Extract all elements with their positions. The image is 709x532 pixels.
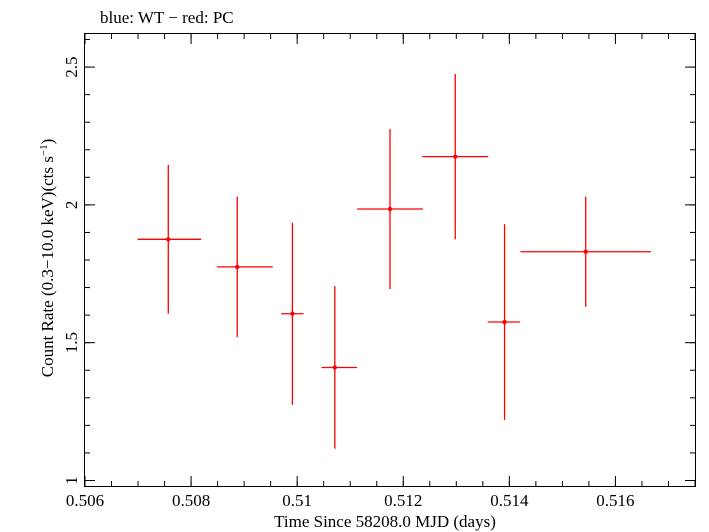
x-tick-label: 0.51 <box>282 491 312 510</box>
data-point <box>453 154 458 159</box>
data-point <box>235 264 240 270</box>
data-point <box>290 311 295 316</box>
y-axis-label: Count Rate (0.3−10.0 keV)(cts s−1) <box>38 139 57 378</box>
x-axis-label: Time Since 58208.0 MJD (days) <box>274 512 496 531</box>
x-tick-label: 0.514 <box>490 491 529 510</box>
y-axis-label-superscript: −1 <box>38 144 50 156</box>
data-point <box>332 365 338 370</box>
data-series <box>137 73 651 449</box>
chart-title: blue: WT − red: PC <box>100 8 234 27</box>
y-tick-label: 1 <box>62 476 81 485</box>
y-axis-label-close: ) <box>38 139 57 145</box>
x-tick-label: 0.516 <box>596 491 634 510</box>
x-axis: 0.506 0.508 0.51 0.512 0.514 0.516 <box>66 34 696 510</box>
y-tick-label: 2 <box>62 201 81 210</box>
x-tick-label: 0.506 <box>66 491 104 510</box>
y-tick-label: 1.5 <box>62 332 81 353</box>
data-point <box>166 237 171 242</box>
y-axis: 1 1.5 2 2.5 <box>62 39 695 485</box>
y-axis-label-main: Count Rate (0.3−10.0 keV)(cts s <box>38 156 57 377</box>
data-point <box>583 249 588 254</box>
y-tick-label: 2.5 <box>62 56 81 77</box>
plot-frame <box>84 33 696 487</box>
data-point <box>502 319 507 325</box>
data-point <box>387 206 393 212</box>
x-tick-label: 0.512 <box>384 491 422 510</box>
x-tick-label: 0.508 <box>172 491 210 510</box>
